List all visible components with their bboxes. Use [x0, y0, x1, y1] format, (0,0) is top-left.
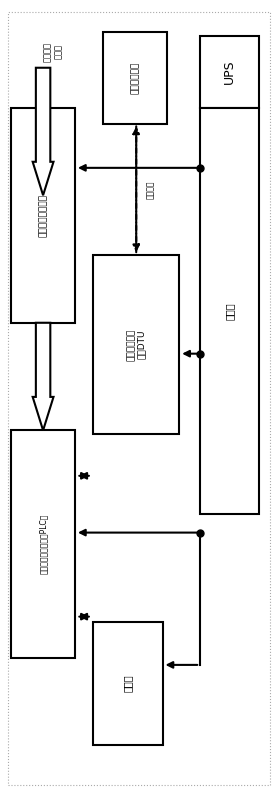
Text: 触摸屏: 触摸屏: [123, 674, 133, 693]
Text: 工业现场
传感器: 工业现场 传感器: [43, 41, 63, 62]
Bar: [200, 36, 259, 108]
Bar: [200, 108, 259, 514]
Text: 远程监控中心: 远程监控中心: [130, 61, 139, 94]
FancyArrow shape: [33, 323, 53, 430]
Text: UPS: UPS: [223, 60, 236, 84]
Text: 数据远传: 数据远传: [146, 180, 155, 198]
Text: 变压器: 变压器: [224, 302, 234, 320]
Text: 无线数据远传
单元DTU: 无线数据远传 单元DTU: [126, 328, 146, 361]
Bar: [103, 32, 167, 124]
Bar: [11, 108, 75, 323]
Text: 可编程逻辑控制器（PLC）: 可编程逻辑控制器（PLC）: [39, 514, 48, 574]
Bar: [11, 430, 75, 658]
Bar: [93, 255, 179, 434]
Bar: [93, 622, 163, 745]
FancyArrow shape: [33, 68, 53, 195]
Text: 工业用数据采集器: 工业用数据采集器: [39, 194, 48, 237]
